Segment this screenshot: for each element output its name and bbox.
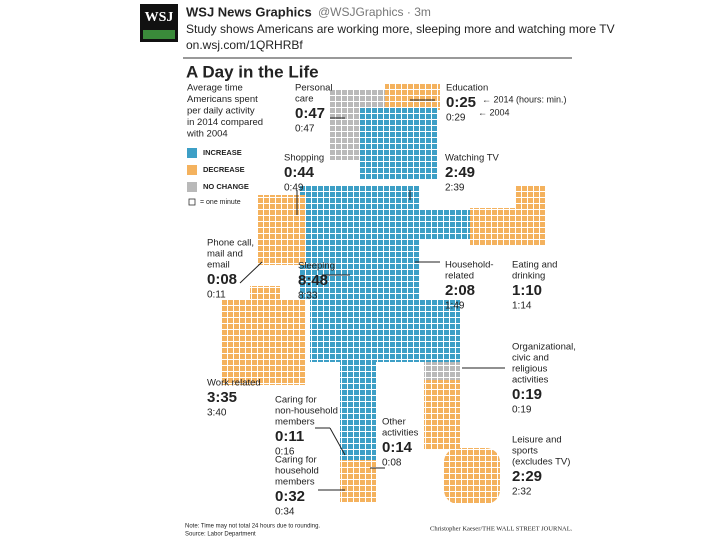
activity-label: Eating and — [512, 260, 557, 271]
unit-note: = one minute — [200, 199, 241, 206]
value-2014: 2:29 — [512, 468, 542, 485]
figure — [222, 84, 545, 504]
activity-label: Work related — [207, 378, 261, 389]
activity-label: Household- — [445, 260, 494, 271]
subtitle-line: Average time — [187, 83, 243, 94]
activity-label: Leisure and — [512, 435, 562, 446]
avatar-text: WSJ — [145, 10, 174, 25]
value-2014: 8:48 — [298, 272, 328, 289]
activity-label: household — [275, 466, 319, 477]
value-2014: 1:10 — [512, 282, 542, 299]
value-2004: 0:29 — [446, 113, 466, 124]
activity-label: mail and — [207, 249, 243, 260]
source: Source: Labor Department — [185, 532, 256, 538]
legend-label: DECREASE — [203, 165, 245, 174]
subtitle-line: with 2004 — [186, 129, 228, 140]
activity-label: (excludes TV) — [512, 457, 570, 468]
activity-label: civic and — [512, 353, 549, 364]
graphic-title: A Day in the Life — [186, 62, 319, 81]
credit: Christopher Kaeser/THE WALL STREET JOURN… — [430, 525, 573, 532]
activity-label: Caring for — [275, 395, 317, 406]
activity-label: sports — [512, 446, 538, 457]
value-2014: 0:44 — [284, 164, 315, 181]
legend-swatch — [187, 148, 197, 158]
value-2004: 1:14 — [512, 301, 532, 312]
value-2014: 0:19 — [512, 386, 542, 403]
value-2004: 2:39 — [445, 183, 465, 194]
activity-label: care — [295, 94, 313, 105]
value-2014: 3:35 — [207, 389, 237, 406]
value-2014: 0:11 — [275, 428, 304, 445]
value-2014: 2:08 — [445, 282, 475, 299]
value-2004: 1:49 — [445, 301, 465, 312]
activity-label: drinking — [512, 271, 545, 282]
value-2004: 0:34 — [275, 507, 295, 518]
value-2004: 3:40 — [207, 408, 227, 419]
unit-swatch — [188, 198, 196, 206]
activity-label: Phone call, — [207, 238, 254, 249]
activity-label: activities — [512, 375, 549, 386]
legend-label: INCREASE — [203, 148, 242, 157]
subtitle-line: in 2014 compared — [187, 117, 263, 128]
activity-label: activities — [382, 428, 419, 439]
author-handle[interactable]: @WSJGraphics · 3m — [318, 5, 431, 19]
leader-lines — [239, 99, 505, 491]
activity-label: email — [207, 260, 230, 271]
tweet-text: Study shows Americans are working more, … — [186, 22, 615, 36]
value-2004: 0:49 — [284, 183, 304, 194]
note: Note: Time may not total 24 hours due to… — [185, 524, 320, 530]
value-2004: 0:19 — [512, 405, 532, 416]
activity-label: members — [275, 417, 315, 428]
value-2004: 2:32 — [512, 487, 532, 498]
activity-label: Personal — [295, 83, 333, 94]
subtitle-line: Americans spent — [187, 94, 258, 105]
value-2004: 8:33 — [298, 291, 318, 302]
value-2004: 0:16 — [275, 447, 295, 458]
legend-swatch — [187, 182, 197, 192]
tweet-link[interactable]: on.wsj.com/1QRHRBf — [186, 38, 303, 52]
subtitle-line: per daily activity — [187, 106, 255, 117]
activity-label: Watching TV — [445, 153, 500, 164]
activity-label: members — [275, 477, 315, 488]
activity-label: non-household — [275, 406, 338, 417]
value-2014: 0:47 — [295, 105, 325, 122]
annotation: ← 2014 (hours: min.) — [482, 94, 567, 104]
value-2004: 0:47 — [295, 124, 315, 135]
activity-label: Shopping — [284, 153, 324, 164]
value-2014: 0:08 — [207, 271, 237, 288]
avatar-bar — [143, 30, 175, 39]
activity-label: Other — [382, 417, 406, 428]
legend-swatch — [187, 165, 197, 175]
activity-label: religious — [512, 364, 548, 375]
activity-label: related — [445, 271, 474, 282]
activity-label: Education — [446, 83, 488, 94]
value-2014: 0:14 — [382, 439, 413, 456]
annotation: ← 2004 — [478, 107, 510, 117]
activity-label: Sleeping — [298, 261, 335, 272]
value-2004: 0:11 — [207, 290, 226, 301]
activity-label: Caring for — [275, 455, 317, 466]
value-2014: 0:32 — [275, 488, 305, 505]
value-2014: 0:25 — [446, 94, 476, 111]
legend-label: NO CHANGE — [203, 182, 249, 191]
value-2014: 2:49 — [445, 164, 475, 181]
value-2004: 0:08 — [382, 458, 402, 469]
activity-label: Organizational, — [512, 342, 576, 353]
author-name[interactable]: WSJ News Graphics — [186, 4, 312, 19]
